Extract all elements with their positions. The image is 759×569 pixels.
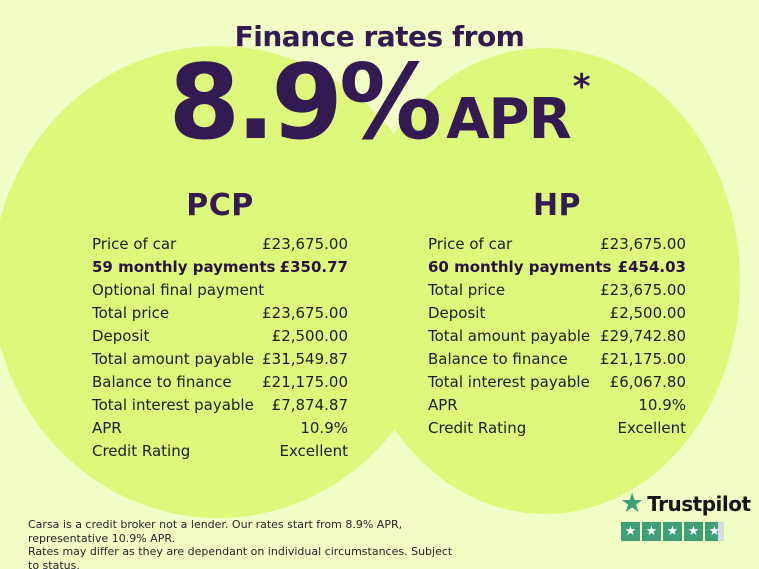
disclaimer-line-1: Carsa is a credit broker not a lender. O… bbox=[28, 518, 403, 545]
table-row: Total interest payable £7,874.87 bbox=[92, 394, 348, 417]
row-label: Credit Rating bbox=[428, 419, 527, 437]
row-value: £6,067.80 bbox=[609, 373, 686, 391]
finance-tagline: Finance rates from bbox=[234, 20, 525, 53]
star-icon: ★ bbox=[687, 524, 700, 539]
table-row: Total amount payable £31,549.87 bbox=[92, 348, 348, 371]
row-value: £454.03 bbox=[617, 258, 686, 276]
row-label: Deposit bbox=[92, 327, 150, 345]
row-label: Balance to finance bbox=[92, 373, 232, 391]
rating-star-box: ★ bbox=[642, 522, 661, 541]
table-row: Total price £23,675.00 bbox=[428, 279, 686, 302]
row-value: £21,175.00 bbox=[262, 373, 348, 391]
star-icon: ★ bbox=[666, 524, 679, 539]
row-label: APR bbox=[428, 396, 458, 414]
table-row: APR 10.9% bbox=[428, 394, 686, 417]
row-value: £2,500.00 bbox=[271, 327, 348, 345]
row-label: Total amount payable bbox=[428, 327, 591, 345]
row-label: Price of car bbox=[428, 235, 513, 253]
row-label: Total price bbox=[428, 281, 506, 299]
row-label: Total price bbox=[92, 304, 170, 322]
table-row: Optional final payment bbox=[92, 279, 348, 302]
row-value: £29,742.80 bbox=[600, 327, 686, 345]
table-row: Total interest payable £6,067.80 bbox=[428, 371, 686, 394]
hp-finance-table: HP Price of car £23,675.00 60 monthly pa… bbox=[428, 188, 686, 440]
row-label: Total amount payable bbox=[92, 350, 255, 368]
rating-star-box: ★ bbox=[663, 522, 682, 541]
row-value: £23,675.00 bbox=[262, 235, 348, 253]
row-value: £31,549.87 bbox=[262, 350, 348, 368]
row-value: £21,175.00 bbox=[600, 350, 686, 368]
rating-star-box-partial: ★ bbox=[705, 522, 724, 541]
disclaimer-line-2: Rates may differ as they are dependant o… bbox=[28, 545, 453, 569]
table-row: Total amount payable £29,742.80 bbox=[428, 325, 686, 348]
row-label: Price of car bbox=[92, 235, 177, 253]
rating-star-box: ★ bbox=[621, 522, 640, 541]
row-label: Credit Rating bbox=[92, 442, 191, 460]
table-row: Price of car £23,675.00 bbox=[92, 233, 348, 256]
row-value: Excellent bbox=[617, 419, 686, 437]
row-label: 60 monthly payments bbox=[428, 258, 612, 276]
table-row: Balance to finance £21,175.00 bbox=[428, 348, 686, 371]
trustpilot-star-icon: ★ bbox=[620, 488, 645, 519]
row-value: £23,675.00 bbox=[262, 304, 348, 322]
trustpilot-rating-stars: ★ ★ ★ ★ ★ bbox=[621, 522, 740, 541]
apr-label: APR bbox=[446, 87, 572, 152]
row-label: 59 monthly payments bbox=[92, 258, 276, 276]
row-label: Total interest payable bbox=[428, 373, 590, 391]
table-row: Credit Rating Excellent bbox=[92, 440, 348, 463]
trustpilot-logo: ★ Trustpilot bbox=[620, 488, 751, 519]
table-row: Balance to finance £21,175.00 bbox=[92, 371, 348, 394]
row-value: 10.9% bbox=[638, 396, 686, 414]
star-icon: ★ bbox=[624, 524, 637, 539]
row-label: Total interest payable bbox=[92, 396, 254, 414]
hp-table-title: HP bbox=[532, 188, 582, 223]
row-value: £7,874.87 bbox=[271, 396, 348, 414]
row-value: £2,500.00 bbox=[609, 304, 686, 322]
star-icon: ★ bbox=[708, 524, 721, 539]
table-row: APR 10.9% bbox=[92, 417, 348, 440]
pcp-table-title: PCP bbox=[186, 188, 254, 223]
row-label: Deposit bbox=[428, 304, 486, 322]
row-label: Balance to finance bbox=[428, 350, 568, 368]
table-row: 59 monthly payments £350.77 bbox=[92, 256, 348, 279]
row-value: Excellent bbox=[279, 442, 348, 460]
row-value: 10.9% bbox=[300, 419, 348, 437]
table-row: 60 monthly payments £454.03 bbox=[428, 256, 686, 279]
row-label: Optional final payment bbox=[92, 281, 265, 299]
table-row: Deposit £2,500.00 bbox=[428, 302, 686, 325]
row-label: APR bbox=[92, 419, 122, 437]
legal-disclaimer: Carsa is a credit broker not a lender. O… bbox=[28, 518, 458, 569]
headline-rate: 8.9% APR * bbox=[0, 52, 759, 155]
asterisk-footnote-marker: * bbox=[572, 67, 591, 107]
row-value: £23,675.00 bbox=[600, 281, 686, 299]
star-icon: ★ bbox=[645, 524, 658, 539]
trustpilot-widget[interactable]: ★ Trustpilot ★ ★ ★ ★ ★ bbox=[620, 488, 751, 541]
rate-value: 8.9% bbox=[168, 43, 443, 163]
table-row: Price of car £23,675.00 bbox=[428, 233, 686, 256]
background-circle-right bbox=[350, 48, 740, 514]
row-value: £23,675.00 bbox=[600, 235, 686, 253]
rating-star-box: ★ bbox=[684, 522, 703, 541]
table-row: Deposit £2,500.00 bbox=[92, 325, 348, 348]
table-row: Total price £23,675.00 bbox=[92, 302, 348, 325]
table-row: Credit Rating Excellent bbox=[428, 417, 686, 440]
pcp-finance-table: PCP Price of car £23,675.00 59 monthly p… bbox=[92, 188, 348, 463]
trustpilot-brand-name: Trustpilot bbox=[647, 491, 751, 516]
row-value: £350.77 bbox=[279, 258, 348, 276]
